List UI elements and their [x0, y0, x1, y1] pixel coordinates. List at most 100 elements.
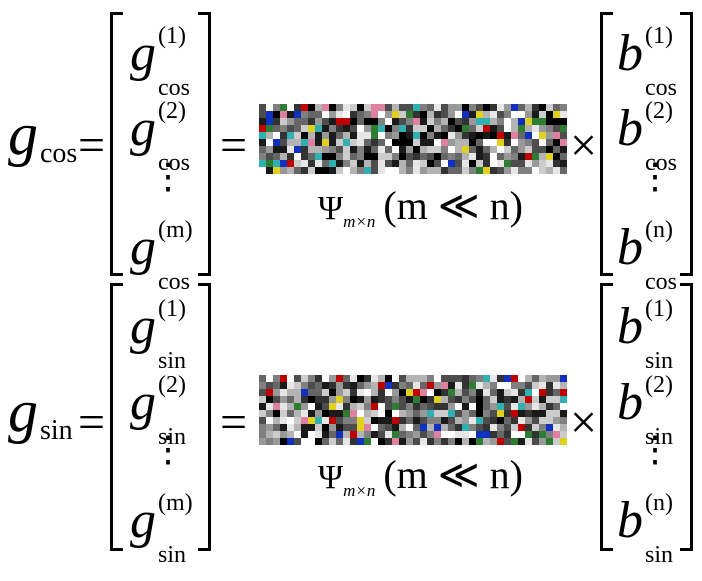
matrix-cell	[525, 375, 532, 382]
lhs-symbol: g	[8, 101, 38, 167]
matrix-cell	[301, 424, 308, 431]
matrix-cell	[483, 417, 490, 424]
matrix-cell	[420, 410, 427, 417]
matrix-cell	[399, 424, 406, 431]
matrix-cell	[518, 417, 525, 424]
matrix-cell	[441, 396, 448, 403]
matrix-cell	[546, 132, 553, 139]
matrix-cell	[294, 424, 301, 431]
matrix-cell	[266, 403, 273, 410]
matrix-cell	[378, 111, 385, 118]
matrix-cell	[511, 167, 518, 174]
matrix-cell	[511, 438, 518, 445]
matrix-cell	[343, 375, 350, 382]
matrix-cell	[483, 125, 490, 132]
matrix-cell	[336, 403, 343, 410]
matrix-cell	[266, 139, 273, 146]
matrix-cell	[406, 160, 413, 167]
matrix-cell	[308, 438, 315, 445]
matrix-cell	[560, 389, 567, 396]
matrix-cell	[455, 438, 462, 445]
matrix-cell	[385, 125, 392, 132]
matrix-cell	[371, 160, 378, 167]
matrix-cell	[294, 139, 301, 146]
matrix-cell	[406, 389, 413, 396]
matrix-cell	[371, 375, 378, 382]
matrix-cell	[266, 431, 273, 438]
matrix-cell	[336, 417, 343, 424]
matrix-cell	[350, 160, 357, 167]
matrix-cell	[336, 389, 343, 396]
matrix-cell	[406, 167, 413, 174]
matrix-cell	[518, 139, 525, 146]
matrix-cell	[420, 125, 427, 132]
matrix-cell	[553, 146, 560, 153]
matrix-cell	[378, 438, 385, 445]
matrix-cell	[448, 160, 455, 167]
matrix-cell	[287, 125, 294, 132]
matrix-cell	[385, 431, 392, 438]
matrix-cell	[539, 438, 546, 445]
matrix-cell	[462, 111, 469, 118]
matrix-cell	[413, 160, 420, 167]
matrix-cell	[294, 132, 301, 139]
matrix-cell	[476, 160, 483, 167]
matrix-cell	[343, 125, 350, 132]
matrix-cell	[476, 167, 483, 174]
matrix-cell	[259, 410, 266, 417]
matrix-cell	[497, 403, 504, 410]
matrix-cell	[287, 153, 294, 160]
matrix-cell	[518, 167, 525, 174]
matrix-cell	[539, 153, 546, 160]
matrix-cell	[427, 438, 434, 445]
matrix-cell	[434, 382, 441, 389]
matrix-label: Ψm×n (m ≪ n)	[318, 186, 523, 234]
matrix-cell	[539, 139, 546, 146]
matrix-cell	[273, 153, 280, 160]
matrix-cell	[553, 104, 560, 111]
matrix-cell	[350, 104, 357, 111]
matrix-cell	[329, 153, 336, 160]
matrix-cell	[546, 160, 553, 167]
matrix-cell	[448, 431, 455, 438]
matrix-cell	[406, 125, 413, 132]
matrix-cell	[364, 146, 371, 153]
matrix-cell	[343, 104, 350, 111]
matrix-cell	[385, 132, 392, 139]
matrix-cell	[504, 424, 511, 431]
matrix-cell	[385, 424, 392, 431]
matrix-cell	[350, 118, 357, 125]
matrix-cell	[371, 118, 378, 125]
matrix-cell	[308, 389, 315, 396]
matrix-cell	[259, 389, 266, 396]
matrix-cell	[497, 160, 504, 167]
matrix-cell	[532, 431, 539, 438]
matrix-cell	[301, 410, 308, 417]
matrix-cell	[280, 424, 287, 431]
matrix-cell	[308, 167, 315, 174]
matrix-cell	[378, 417, 385, 424]
matrix-cell	[518, 438, 525, 445]
matrix-cell	[329, 424, 336, 431]
matrix-cell	[406, 438, 413, 445]
matrix-cell	[490, 111, 497, 118]
matrix-cell	[350, 375, 357, 382]
matrix-cell	[448, 382, 455, 389]
matrix-cell	[357, 438, 364, 445]
matrix-cell	[532, 396, 539, 403]
matrix-cell	[392, 403, 399, 410]
matrix-cell	[539, 111, 546, 118]
matrix-cell	[427, 389, 434, 396]
matrix-cell	[385, 403, 392, 410]
matrix-cell	[273, 167, 280, 174]
matrix-cell	[497, 410, 504, 417]
matrix-cell	[322, 167, 329, 174]
matrix-cell	[392, 431, 399, 438]
matrix-cell	[392, 424, 399, 431]
matrix-cell	[441, 424, 448, 431]
matrix-cell	[301, 167, 308, 174]
matrix-cell	[420, 104, 427, 111]
matrix-cell	[462, 153, 469, 160]
matrix-cell	[469, 132, 476, 139]
matrix-cell	[448, 146, 455, 153]
